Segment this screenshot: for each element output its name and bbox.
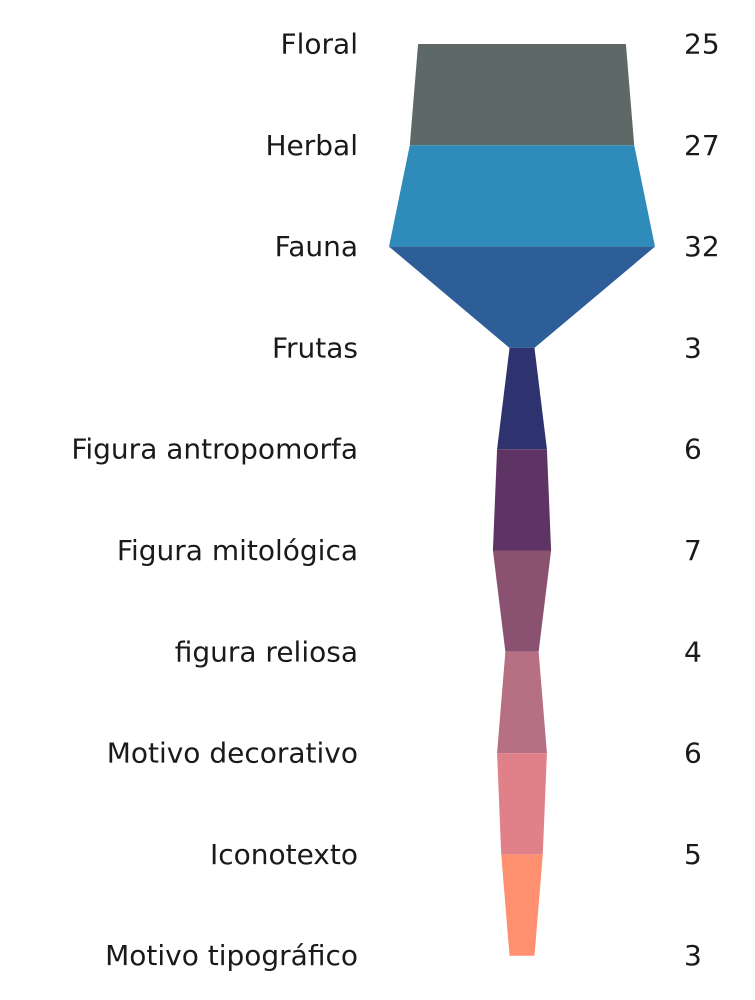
category-label: Floral (281, 28, 358, 61)
category-label: Frutas (272, 331, 358, 364)
funnel-segments (389, 44, 655, 956)
value-label: 5 (684, 838, 702, 871)
funnel-segment (409, 44, 635, 146)
value-label: 3 (684, 331, 702, 364)
category-label: Motivo tipográfico (105, 939, 358, 972)
value-label: 32 (684, 230, 720, 263)
value-label: 6 (684, 737, 702, 770)
funnel-segment (492, 550, 552, 652)
category-label: Figura mitológica (117, 534, 358, 567)
category-label: figura reliosa (175, 635, 358, 668)
funnel-segment (497, 347, 547, 450)
value-labels: 25 27 32 3 6 7 4 6 5 3 (684, 28, 720, 973)
value-label: 25 (684, 28, 720, 61)
value-label: 27 (684, 129, 720, 162)
funnel-segment (497, 753, 547, 855)
value-label: 7 (684, 534, 702, 567)
category-label: Figura antropomorfa (71, 433, 358, 466)
funnel-segment (501, 854, 543, 956)
funnel-segment (492, 449, 552, 551)
funnel-segment (389, 246, 655, 348)
value-label: 3 (684, 939, 702, 972)
category-label: Fauna (275, 230, 358, 263)
funnel-segment (389, 145, 655, 247)
value-label: 6 (684, 433, 702, 466)
category-labels: Floral Herbal Fauna Frutas Figura antropomor… (71, 28, 358, 973)
value-label: 4 (684, 635, 702, 668)
funnel-segment (497, 651, 547, 754)
category-label: Iconotexto (210, 838, 358, 871)
category-label: Herbal (265, 129, 358, 162)
category-label: Motivo decorativo (107, 737, 358, 770)
